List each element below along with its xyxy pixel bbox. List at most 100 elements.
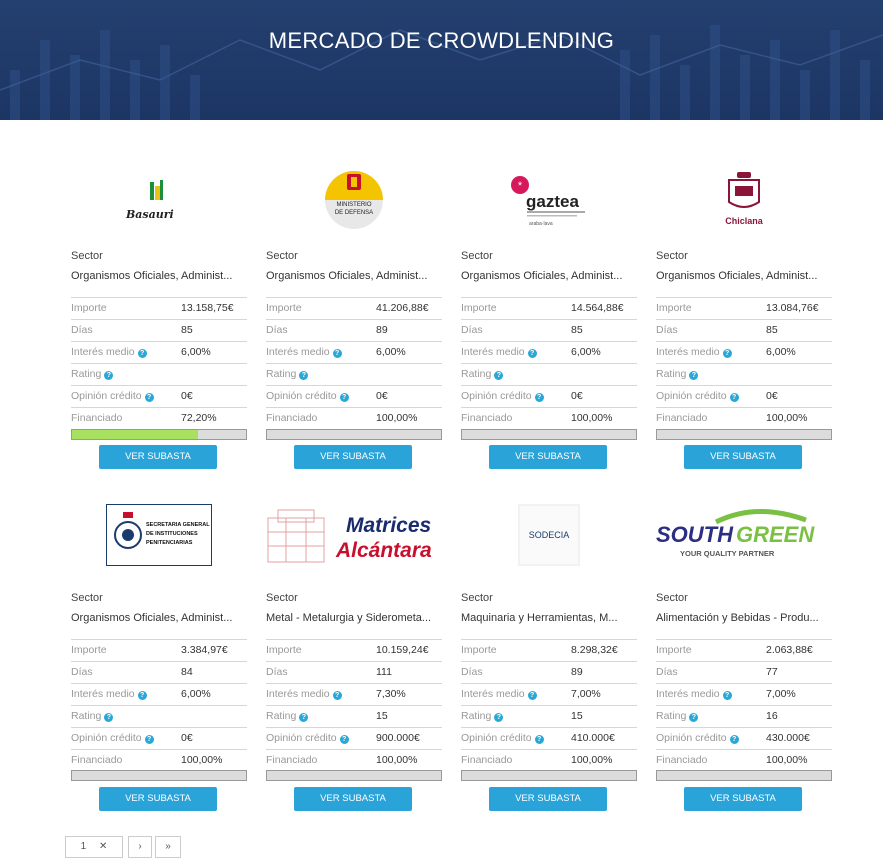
opinion-row: Opinión crédito? 900.000€ <box>266 728 442 750</box>
info-icon[interactable]: ? <box>729 393 739 402</box>
importe-row: Importe 8.298,32€ <box>461 640 637 662</box>
info-icon[interactable]: ? <box>494 713 504 722</box>
financiado-row: Financiado 100,00% <box>656 750 832 771</box>
info-icon[interactable]: ? <box>299 713 309 722</box>
info-icon[interactable]: ? <box>104 371 114 380</box>
financiado-value: 100,00% <box>766 412 808 424</box>
info-icon[interactable]: ? <box>527 691 537 700</box>
info-icon[interactable]: ? <box>332 691 342 700</box>
auction-details: Importe 14.564,88€ Días 85 Interés medio? 6… <box>461 297 637 429</box>
info-icon[interactable]: ? <box>729 735 739 744</box>
importe-value: 2.063,88€ <box>766 644 813 656</box>
auction-details: Importe 3.384,97€ Días 84 Interés medio? 6,… <box>71 639 247 771</box>
opinion-value: 0€ <box>376 390 388 402</box>
opinion-row: Opinión crédito? 430.000€ <box>656 728 832 750</box>
info-icon[interactable]: ? <box>689 713 699 722</box>
info-icon[interactable]: ? <box>332 349 342 358</box>
info-icon[interactable]: ? <box>722 349 732 358</box>
ver-subasta-button[interactable]: VER SUBASTA <box>99 787 217 811</box>
importe-value: 13.158,75€ <box>181 302 234 314</box>
importe-row: Importe 2.063,88€ <box>656 640 832 662</box>
info-icon[interactable]: ? <box>339 735 349 744</box>
matrices-alcantara-logo: Matrices Alcántara <box>267 509 432 563</box>
info-icon[interactable]: ? <box>137 349 147 358</box>
rating-label: Rating <box>71 710 102 722</box>
opinion-row: Opinión crédito? 0€ <box>71 728 247 750</box>
company-logo: SODECIA <box>461 490 637 580</box>
financiado-label: Financiado <box>461 412 513 424</box>
interes-row: Interés medio? 6,00% <box>656 342 832 364</box>
rating-row: Rating? 16 <box>656 706 832 728</box>
last-page-button[interactable]: » <box>155 836 181 858</box>
company-logo: Basauri <box>71 155 247 245</box>
opinion-value: 410.000€ <box>571 732 615 744</box>
interes-value: 6,00% <box>571 346 601 358</box>
ver-subasta-button[interactable]: VER SUBASTA <box>684 445 802 469</box>
rating-label: Rating <box>656 368 687 380</box>
sector-value: Organismos Oficiales, Administ... <box>71 270 233 282</box>
info-icon[interactable]: ? <box>689 371 699 380</box>
ver-subasta-button[interactable]: VER SUBASTA <box>294 445 412 469</box>
opinion-value: 900.000€ <box>376 732 420 744</box>
dias-label: Días <box>461 324 483 336</box>
financiado-value: 100,00% <box>376 754 418 766</box>
ver-subasta-button[interactable]: VER SUBASTA <box>99 445 217 469</box>
ver-subasta-button[interactable]: VER SUBASTA <box>489 787 607 811</box>
rating-row: Rating? <box>461 364 637 386</box>
info-icon[interactable]: ? <box>144 393 154 402</box>
dias-row: Días 89 <box>461 662 637 684</box>
rating-label: Rating <box>656 710 687 722</box>
opinion-label: Opinión crédito <box>461 390 532 402</box>
financiado-value: 100,00% <box>181 754 223 766</box>
rating-row: Rating? <box>71 364 247 386</box>
sector-value: Metal - Metalurgia y Siderometa... <box>266 612 432 624</box>
svg-text:PENITENCIARIAS: PENITENCIARIAS <box>146 540 193 546</box>
financiado-value: 100,00% <box>376 412 418 424</box>
dias-value: 111 <box>376 666 392 678</box>
info-icon[interactable]: ? <box>144 735 154 744</box>
financiado-label: Financiado <box>266 754 318 766</box>
info-icon[interactable]: ? <box>104 713 114 722</box>
opinion-label: Opinión crédito <box>656 390 727 402</box>
ver-subasta-button[interactable]: VER SUBASTA <box>684 787 802 811</box>
info-icon[interactable]: ? <box>494 371 504 380</box>
svg-text:SECRETARIA GENERAL: SECRETARIA GENERAL <box>146 522 210 528</box>
dias-label: Días <box>71 666 93 678</box>
next-page-button[interactable]: › <box>128 836 152 858</box>
info-icon[interactable]: ? <box>339 393 349 402</box>
info-icon[interactable]: ? <box>299 371 309 380</box>
dias-label: Días <box>266 666 288 678</box>
info-icon[interactable]: ? <box>534 393 544 402</box>
company-logo: MINISTERIO DE DEFENSA <box>266 155 442 245</box>
importe-row: Importe 41.206,88€ <box>266 298 442 320</box>
financiado-row: Financiado 72,20% <box>71 408 247 429</box>
financiado-label: Financiado <box>461 754 513 766</box>
page-select-value: 1 <box>80 841 87 852</box>
page-select[interactable]: 1 ✕ <box>65 836 123 858</box>
financiado-row: Financiado 100,00% <box>266 408 442 429</box>
progress-fill <box>72 430 198 439</box>
dias-value: 85 <box>571 324 583 336</box>
info-icon[interactable]: ? <box>527 349 537 358</box>
rating-label: Rating <box>266 368 297 380</box>
ver-subasta-button[interactable]: VER SUBASTA <box>489 445 607 469</box>
opinion-label: Opinión crédito <box>71 390 142 402</box>
info-icon[interactable]: ? <box>534 735 544 744</box>
sector-label: Sector <box>461 592 493 604</box>
importe-row: Importe 3.384,97€ <box>71 640 247 662</box>
hero-banner: MERCADO DE CROWDLENDING <box>0 0 883 120</box>
opinion-value: 0€ <box>181 390 193 402</box>
dias-value: 77 <box>766 666 778 678</box>
financiado-row: Financiado 100,00% <box>71 750 247 771</box>
ver-subasta-button[interactable]: VER SUBASTA <box>294 787 412 811</box>
svg-text:*: * <box>518 180 523 192</box>
progress-bar <box>71 770 247 781</box>
info-icon[interactable]: ? <box>722 691 732 700</box>
chevron-down-icon: ✕ <box>98 841 108 852</box>
info-icon[interactable]: ? <box>137 691 147 700</box>
svg-text:GREEN: GREEN <box>736 522 815 547</box>
auction-details: Importe 13.158,75€ Días 85 Interés medio? 6… <box>71 297 247 429</box>
dias-label: Días <box>656 324 678 336</box>
south-green-logo: SOUTH GREEN YOUR QUALITY PARTNER <box>656 509 815 558</box>
sector-value: Organismos Oficiales, Administ... <box>266 270 428 282</box>
